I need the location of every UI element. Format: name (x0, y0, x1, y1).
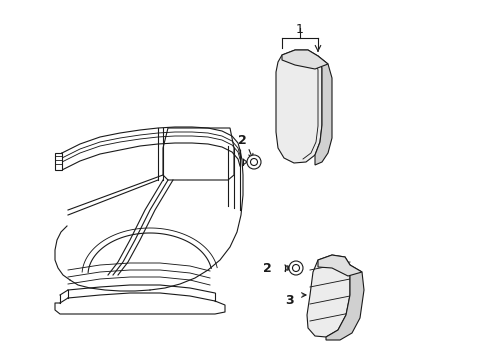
Text: 2: 2 (263, 261, 271, 275)
Polygon shape (275, 50, 321, 163)
Polygon shape (306, 255, 349, 337)
Text: 2: 2 (237, 134, 246, 147)
Circle shape (246, 155, 261, 169)
Polygon shape (282, 50, 327, 69)
Text: 3: 3 (285, 293, 294, 306)
Polygon shape (325, 265, 363, 340)
Polygon shape (55, 153, 62, 170)
Polygon shape (314, 56, 331, 165)
Polygon shape (317, 255, 361, 276)
Circle shape (250, 158, 257, 166)
Circle shape (288, 261, 303, 275)
Circle shape (292, 265, 299, 271)
Text: 1: 1 (295, 23, 304, 36)
